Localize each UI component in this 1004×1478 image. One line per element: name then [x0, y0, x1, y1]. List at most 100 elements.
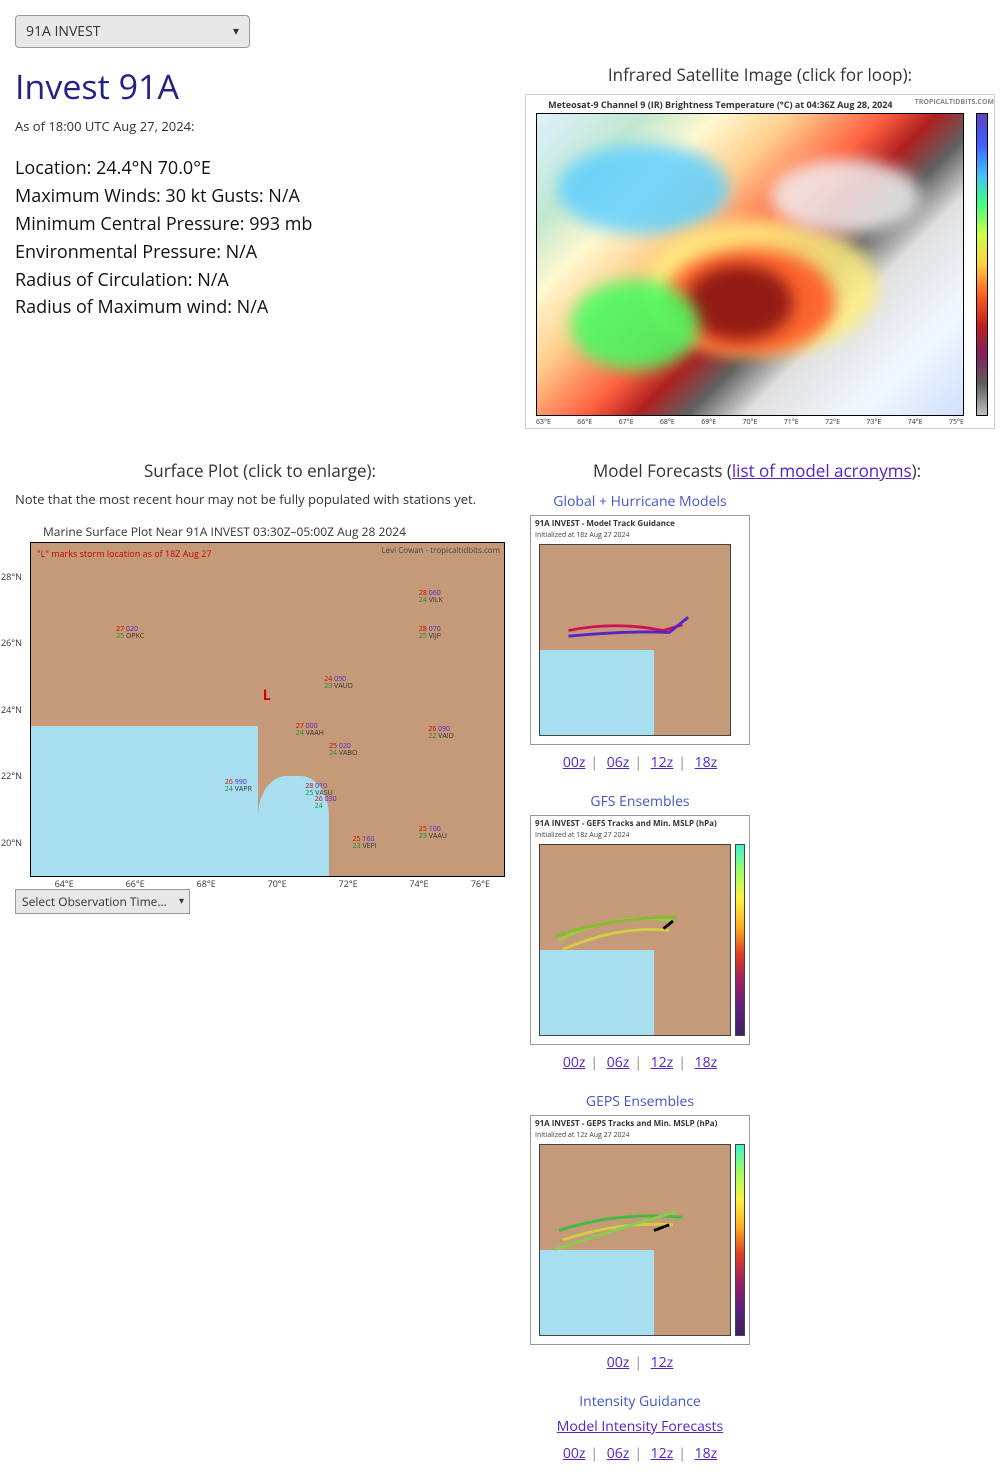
xlabel: 72°E — [825, 418, 840, 427]
int-link-06z[interactable]: 06z — [607, 1444, 630, 1463]
model-heading-end: ): — [912, 459, 921, 482]
models-grid: Global + Hurricane Models 91A INVEST - M… — [525, 492, 989, 1463]
station: 26 09022 VAID — [428, 726, 453, 740]
stat-pressure: Minimum Central Pressure: 993 mb — [15, 211, 505, 239]
asof-timestamp: As of 18:00 UTC Aug 27, 2024: — [15, 117, 505, 135]
xlabel: 67°E — [619, 418, 634, 427]
storm-selector[interactable]: 91A INVEST — [15, 15, 250, 48]
surface-credit: Levi Cowan - tropicaltidbits.com — [381, 545, 500, 556]
page-title: Invest 91A — [15, 63, 505, 109]
satellite-image[interactable]: Meteosat-9 Channel 9 (IR) Brightness Tem… — [525, 94, 995, 429]
xlabel: 69°E — [701, 418, 716, 427]
xlabel: 70°E — [742, 418, 757, 427]
ylabel: 22°N — [1, 769, 22, 782]
station: 24 05023 VAUD — [324, 676, 353, 690]
geps-map[interactable]: 91A INVEST - GEPS Tracks and Min. MSLP (… — [530, 1115, 750, 1345]
model-forecasts-column: Model Forecasts (list of model acronyms)… — [525, 459, 989, 1463]
station: 27 00024 VAAH — [296, 723, 324, 737]
geps-ensembles-cell: GEPS Ensembles 91A INVEST - GEPS Tracks … — [525, 1092, 755, 1372]
satellite-map-area — [536, 113, 964, 416]
surface-redlabel: "L" marks storm location as of 18Z Aug 2… — [37, 547, 212, 560]
satellite-x-axis: 63°E 66°E 67°E 68°E 69°E 70°E 71°E 72°E 73°E 74°E… — [536, 418, 964, 427]
ghm-link-06z[interactable]: 06z — [607, 753, 630, 772]
ghm-link-18z[interactable]: 18z — [695, 753, 718, 772]
xlabel: 68°E — [197, 877, 216, 890]
ylabel: 24°N — [1, 703, 22, 716]
surface-title: Marine Surface Plot Near 91A INVEST 03:3… — [43, 523, 505, 540]
xlabel: 74°E — [908, 418, 923, 427]
xlabel: 71°E — [784, 418, 799, 427]
gfs-map-title: 91A INVEST - GEFS Tracks and Min. MSLP (… — [531, 816, 749, 831]
intensity-forecasts-link[interactable]: Model Intensity Forecasts — [557, 1417, 723, 1436]
geps-title: GEPS Ensembles — [525, 1092, 755, 1111]
intensity-title: Intensity Guidance — [525, 1392, 755, 1411]
gfs-links: 00z| 06z| 12z| 18z — [525, 1053, 755, 1072]
stat-roci: Radius of Circulation: N/A — [15, 267, 505, 295]
gfs-link-06z[interactable]: 06z — [607, 1053, 630, 1072]
storm-selector-value: 91A INVEST — [26, 22, 100, 41]
gfs-map-sub: Initialized at 18z Aug 27 2024 — [531, 831, 749, 840]
stat-rmw: Radius of Maximum wind: N/A — [15, 294, 505, 322]
ghm-links: 00z| 06z| 12z| 18z — [525, 753, 755, 772]
satellite-heading: Infrared Satellite Image (click for loop… — [525, 63, 995, 86]
geps-link-12z[interactable]: 12z — [651, 1353, 674, 1372]
surface-heading: Surface Plot (click to enlarge): — [15, 459, 505, 482]
stat-envpressure: Environmental Pressure: N/A — [15, 239, 505, 267]
station: 28 06024 VILK — [419, 590, 443, 604]
gfs-ensembles-cell: GFS Ensembles 91A INVEST - GEFS Tracks a… — [525, 792, 755, 1072]
xlabel: 68°E — [660, 418, 675, 427]
int-link-12z[interactable]: 12z — [651, 1444, 674, 1463]
geps-link-00z[interactable]: 00z — [607, 1353, 630, 1372]
station: 25 02024 VABO — [329, 743, 357, 757]
model-heading: Model Forecasts (list of model acronyms)… — [525, 459, 989, 482]
gfs-link-12z[interactable]: 12z — [651, 1053, 674, 1072]
gfs-title: GFS Ensembles — [525, 792, 755, 811]
gfs-map[interactable]: 91A INVEST - GEFS Tracks and Min. MSLP (… — [530, 815, 750, 1045]
xlabel: 73°E — [866, 418, 881, 427]
xlabel: 75°E — [949, 418, 964, 427]
storm-stats: Location: 24.4°N 70.0°E Maximum Winds: 3… — [15, 155, 505, 322]
xlabel: 74°E — [409, 877, 428, 890]
intensity-cell: Intensity Guidance Model Intensity Forec… — [525, 1392, 755, 1463]
ylabel: 28°N — [1, 570, 22, 583]
ghm-map-title: 91A INVEST - Model Track Guidance — [531, 516, 749, 531]
surface-note: Note that the most recent hour may not b… — [15, 490, 505, 508]
stat-location: Location: 24.4°N 70.0°E — [15, 155, 505, 183]
stat-winds: Maximum Winds: 30 kt Gusts: N/A — [15, 183, 505, 211]
xlabel: 66°E — [577, 418, 592, 427]
model-acronyms-link[interactable]: list of model acronyms — [732, 459, 912, 482]
ghm-link-00z[interactable]: 00z — [563, 753, 586, 772]
gfs-link-00z[interactable]: 00z — [563, 1053, 586, 1072]
gfs-colorbar — [735, 844, 745, 1036]
geps-colorbar — [735, 1144, 745, 1336]
geps-links: 00z| 12z — [525, 1353, 755, 1372]
surface-plot-column: Surface Plot (click to enlarge): Note th… — [15, 459, 505, 1463]
global-hurricane-cell: Global + Hurricane Models 91A INVEST - M… — [525, 492, 755, 772]
int-link-00z[interactable]: 00z — [563, 1444, 586, 1463]
surface-plot[interactable]: Levi Cowan - tropicaltidbits.com "L" mar… — [30, 542, 505, 877]
storm-l-marker: L — [263, 686, 271, 705]
ghm-link-12z[interactable]: 12z — [651, 753, 674, 772]
gfs-link-18z[interactable]: 18z — [695, 1053, 718, 1072]
intensity-links: 00z| 06z| 12z| 18z — [525, 1444, 755, 1463]
ghm-map[interactable]: 91A INVEST - Model Track Guidance Initia… — [530, 515, 750, 745]
geps-map-sub: Initialized at 12z Aug 27 2024 — [531, 1131, 749, 1140]
station: 27 02025 OPKC — [116, 626, 144, 640]
satellite-title: Meteosat-9 Channel 9 (IR) Brightness Tem… — [548, 98, 892, 111]
int-link-18z[interactable]: 18z — [695, 1444, 718, 1463]
xlabel: 70°E — [268, 877, 287, 890]
station: 26 99024 VAPR — [225, 779, 252, 793]
xlabel: 76°E — [471, 877, 490, 890]
top-row: Invest 91A As of 18:00 UTC Aug 27, 2024:… — [15, 63, 989, 429]
xlabel: 63°E — [536, 418, 551, 427]
observation-time-selector[interactable]: Select Observation Time… — [15, 889, 190, 914]
station: 25 16023 VEPI — [353, 836, 377, 850]
satellite-column: Infrared Satellite Image (click for loop… — [525, 63, 995, 429]
storm-info-column: Invest 91A As of 18:00 UTC Aug 27, 2024:… — [15, 63, 505, 429]
station: 26 03024 — [315, 796, 337, 810]
geps-map-title: 91A INVEST - GEPS Tracks and Min. MSLP (… — [531, 1116, 749, 1131]
xlabel: 72°E — [338, 877, 357, 890]
satellite-colorbar — [976, 113, 988, 416]
ghm-map-sub: Initialized at 18z Aug 27 2024 — [531, 531, 749, 540]
ghm-title: Global + Hurricane Models — [525, 492, 755, 511]
